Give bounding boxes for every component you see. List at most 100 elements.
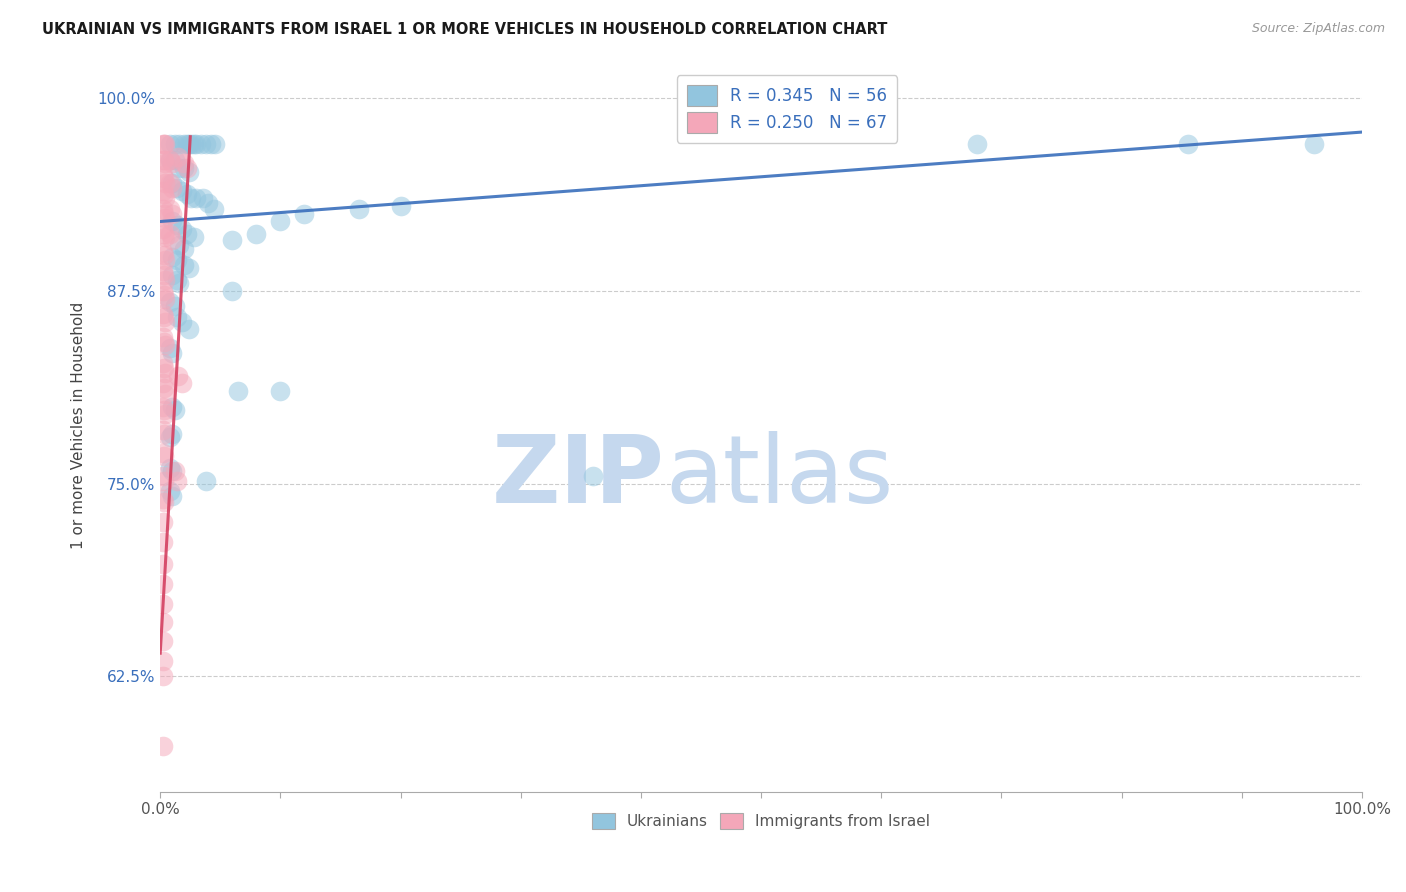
Point bbox=[152, 184, 174, 198]
Y-axis label: 1 or more Vehicles in Household: 1 or more Vehicles in Household bbox=[72, 302, 86, 549]
Point bbox=[153, 211, 176, 226]
Point bbox=[180, 137, 202, 152]
Point bbox=[153, 366, 176, 380]
Point bbox=[173, 258, 195, 272]
Point bbox=[159, 202, 181, 216]
Point bbox=[169, 276, 191, 290]
Point bbox=[160, 345, 183, 359]
Point bbox=[153, 153, 176, 167]
Point bbox=[166, 273, 188, 287]
Point bbox=[159, 484, 181, 499]
Point bbox=[153, 137, 176, 152]
Text: atlas: atlas bbox=[665, 431, 893, 523]
Point bbox=[221, 284, 243, 298]
Point bbox=[159, 153, 181, 167]
Point bbox=[159, 137, 181, 152]
Point bbox=[170, 376, 193, 391]
Point bbox=[153, 273, 176, 287]
Point bbox=[163, 402, 186, 417]
Point bbox=[160, 156, 183, 170]
Point bbox=[153, 449, 176, 463]
Point bbox=[153, 361, 176, 376]
Point bbox=[153, 137, 176, 152]
Point bbox=[152, 307, 174, 321]
Point bbox=[177, 137, 200, 152]
Point bbox=[176, 137, 198, 152]
Point bbox=[152, 264, 174, 278]
Point bbox=[160, 214, 183, 228]
Point bbox=[204, 137, 226, 152]
Point bbox=[159, 430, 181, 444]
Point bbox=[153, 402, 176, 417]
Point bbox=[166, 253, 188, 268]
Point bbox=[221, 233, 243, 247]
Point bbox=[190, 137, 212, 152]
Point bbox=[176, 161, 198, 175]
Point bbox=[153, 427, 176, 442]
Point bbox=[153, 176, 176, 190]
Point bbox=[163, 137, 186, 152]
Point bbox=[160, 268, 183, 283]
Point bbox=[153, 334, 176, 349]
Point bbox=[159, 176, 181, 190]
Point bbox=[153, 288, 176, 302]
Point bbox=[152, 153, 174, 167]
Point bbox=[167, 368, 190, 383]
Point bbox=[1303, 137, 1326, 152]
Point bbox=[153, 156, 176, 170]
Point bbox=[183, 137, 205, 152]
Point bbox=[152, 330, 174, 344]
Point bbox=[163, 464, 186, 478]
Point bbox=[966, 137, 988, 152]
Point bbox=[153, 227, 176, 241]
Point bbox=[160, 176, 183, 190]
Point bbox=[202, 202, 225, 216]
Point bbox=[582, 469, 605, 483]
Point bbox=[169, 237, 191, 252]
Point bbox=[1177, 137, 1199, 152]
Point bbox=[152, 669, 174, 683]
Point bbox=[160, 233, 183, 247]
Point bbox=[170, 222, 193, 236]
Point bbox=[153, 207, 176, 221]
Point bbox=[152, 168, 174, 182]
Text: Source: ZipAtlas.com: Source: ZipAtlas.com bbox=[1251, 22, 1385, 36]
Point bbox=[166, 218, 188, 232]
Point bbox=[159, 153, 181, 167]
Point bbox=[153, 253, 176, 268]
Point bbox=[159, 227, 181, 241]
Point bbox=[200, 137, 222, 152]
Point bbox=[160, 250, 183, 264]
Point bbox=[152, 615, 174, 630]
Point bbox=[173, 156, 195, 170]
Point bbox=[153, 230, 176, 244]
Point bbox=[152, 137, 174, 152]
Point bbox=[152, 245, 174, 260]
Point bbox=[153, 407, 176, 421]
Point bbox=[194, 474, 217, 488]
Point bbox=[197, 196, 219, 211]
Point bbox=[245, 227, 267, 241]
Point bbox=[180, 191, 202, 205]
Point bbox=[153, 387, 176, 401]
Point bbox=[153, 186, 176, 201]
Point bbox=[160, 207, 183, 221]
Point bbox=[167, 150, 190, 164]
Point bbox=[152, 469, 174, 483]
Point bbox=[152, 557, 174, 571]
Point bbox=[153, 381, 176, 395]
Point bbox=[169, 137, 191, 152]
Point bbox=[152, 446, 174, 460]
Point bbox=[228, 384, 250, 398]
Point bbox=[183, 230, 205, 244]
Point bbox=[389, 199, 412, 213]
Point bbox=[153, 474, 176, 488]
Point bbox=[152, 739, 174, 753]
Point bbox=[160, 400, 183, 414]
Point bbox=[153, 495, 176, 509]
Text: ZIP: ZIP bbox=[492, 431, 665, 523]
Point bbox=[169, 161, 191, 175]
Point bbox=[160, 427, 183, 442]
Point bbox=[152, 654, 174, 668]
Point bbox=[152, 577, 174, 591]
